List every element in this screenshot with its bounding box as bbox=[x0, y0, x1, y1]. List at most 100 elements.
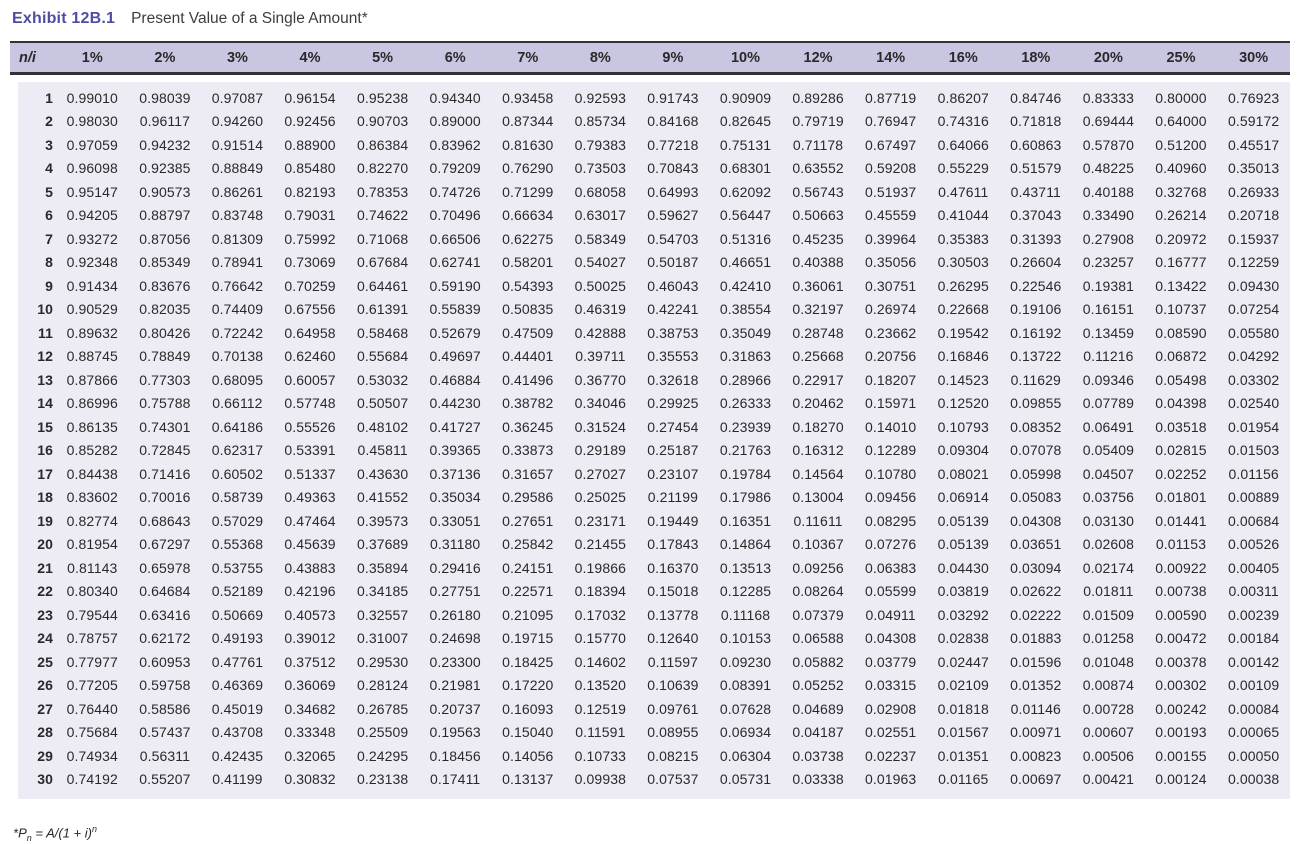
pv-value-cell: 0.81630 bbox=[502, 136, 554, 153]
pv-value-cell: 0.92385 bbox=[139, 160, 191, 177]
pv-value-cell: 0.13422 bbox=[1155, 277, 1207, 294]
rate-column-header: 16% bbox=[926, 41, 1000, 75]
pv-value-cell: 0.81309 bbox=[211, 230, 264, 247]
rate-column-header: 18% bbox=[999, 41, 1073, 75]
table-row: 6 0.94205 0.88797 0.83748 0.79031 0.74622 0.70… bbox=[10, 204, 1290, 228]
pv-value-cell: 0.00889 bbox=[1227, 489, 1280, 506]
table-row: 20 0.81954 0.67297 0.55368 0.45639 0.37689 0.3… bbox=[10, 533, 1290, 557]
pv-value-cell: 0.81954 bbox=[66, 536, 118, 553]
pv-value-cell: 0.01503 bbox=[1227, 442, 1280, 459]
pv-value-cell: 0.96154 bbox=[284, 89, 336, 106]
pv-value-cell: 0.08264 bbox=[792, 583, 844, 600]
pv-value-cell: 0.01156 bbox=[1228, 465, 1279, 482]
pv-value-cell: 0.85282 bbox=[66, 442, 118, 459]
table-row: 18 0.83602 0.70016 0.58739 0.49363 0.41552 0.3… bbox=[10, 486, 1290, 510]
rate-column-header: 1% bbox=[56, 41, 129, 75]
pv-value-cell: 0.37043 bbox=[1010, 207, 1062, 224]
pv-value-cell: 0.03292 bbox=[937, 606, 989, 623]
pv-value-cell: 0.79719 bbox=[792, 113, 844, 130]
pv-value-cell: 0.68095 bbox=[211, 371, 264, 388]
pv-value-cell: 0.34046 bbox=[574, 395, 626, 412]
pv-value-cell: 0.87719 bbox=[864, 89, 917, 106]
pv-value-cell: 0.47509 bbox=[502, 324, 554, 341]
table-row: 4 0.96098 0.92385 0.88849 0.85480 0.82270 0.79… bbox=[10, 157, 1290, 181]
pv-value-cell: 0.39964 bbox=[864, 230, 917, 247]
pv-value-cell: 0.21199 bbox=[647, 489, 699, 506]
pv-value-cell: 0.07078 bbox=[1010, 442, 1062, 459]
pv-value-cell: 0.76947 bbox=[864, 113, 917, 130]
pv-value-cell: 0.09304 bbox=[937, 442, 989, 459]
table-row: 26 0.77205 0.59758 0.46369 0.36069 0.28124 0.2… bbox=[10, 674, 1290, 698]
pv-value-cell: 0.09430 bbox=[1227, 277, 1280, 294]
pv-value-cell: 0.00124 bbox=[1155, 771, 1207, 788]
pv-value-cell: 0.89286 bbox=[792, 89, 844, 106]
pv-value-cell: 0.55207 bbox=[139, 771, 191, 788]
pv-value-cell: 0.00421 bbox=[1082, 771, 1135, 788]
pv-value-cell: 0.31007 bbox=[356, 630, 409, 647]
pv-value-cell: 0.94260 bbox=[211, 113, 264, 130]
pv-value-cell: 0.07789 bbox=[1082, 395, 1135, 412]
pv-value-cell: 0.57748 bbox=[284, 395, 336, 412]
pv-value-cell: 0.14523 bbox=[937, 371, 989, 388]
pv-value-cell: 0.83962 bbox=[429, 136, 481, 153]
pv-value-cell: 0.36061 bbox=[792, 277, 844, 294]
pv-value-cell: 0.43708 bbox=[211, 724, 264, 741]
pv-value-cell: 0.01258 bbox=[1082, 630, 1135, 647]
pv-value-cell: 0.97059 bbox=[66, 136, 118, 153]
pv-value-cell: 0.39012 bbox=[284, 630, 336, 647]
pv-value-cell: 0.41496 bbox=[502, 371, 554, 388]
pv-value-cell: 0.00038 bbox=[1227, 771, 1280, 788]
pv-value-cell: 0.56447 bbox=[719, 207, 772, 224]
pv-value-cell: 0.92593 bbox=[574, 89, 626, 106]
row-number-cell: 6 bbox=[45, 207, 53, 224]
pv-value-cell: 0.88797 bbox=[139, 207, 191, 224]
table-row: 30 0.74192 0.55207 0.41199 0.30832 0.23138 0.1… bbox=[10, 768, 1290, 792]
pv-value-cell: 0.29925 bbox=[647, 395, 699, 412]
pv-value-cell: 0.74622 bbox=[356, 207, 409, 224]
pv-value-cell: 0.98039 bbox=[139, 89, 191, 106]
pv-value-cell: 0.88849 bbox=[211, 160, 264, 177]
table-row: 3 0.97059 0.94232 0.91514 0.88900 0.86384 0.83… bbox=[10, 133, 1290, 157]
pv-value-cell: 0.42435 bbox=[211, 747, 264, 764]
pv-value-cell: 0.23257 bbox=[1082, 254, 1135, 271]
pv-value-cell: 0.51579 bbox=[1010, 160, 1062, 177]
pv-value-cell: 0.25842 bbox=[502, 536, 554, 553]
pv-value-cell: 0.04507 bbox=[1082, 465, 1135, 482]
pv-value-cell: 0.83676 bbox=[139, 277, 191, 294]
row-number-cell: 5 bbox=[45, 183, 53, 200]
pv-value-cell: 0.05139 bbox=[937, 536, 989, 553]
pv-value-cell: 0.80000 bbox=[1155, 89, 1207, 106]
pv-value-cell: 0.25187 bbox=[647, 442, 699, 459]
pv-value-cell: 0.52189 bbox=[211, 583, 264, 600]
pv-value-cell: 0.00193 bbox=[1155, 724, 1207, 741]
pv-value-cell: 0.83748 bbox=[211, 207, 264, 224]
pv-value-cell: 0.58468 bbox=[356, 324, 409, 341]
pv-value-cell: 0.06383 bbox=[864, 559, 917, 576]
pv-value-cell: 0.14864 bbox=[719, 536, 772, 553]
pv-value-cell: 0.90529 bbox=[66, 301, 118, 318]
pv-value-cell: 0.04308 bbox=[1010, 512, 1062, 529]
pv-value-cell: 0.87344 bbox=[502, 113, 554, 130]
pv-value-cell: 0.17843 bbox=[647, 536, 699, 553]
left-margin-sliver bbox=[10, 82, 18, 799]
pv-value-cell: 0.07537 bbox=[647, 771, 699, 788]
pv-value-cell: 0.10793 bbox=[937, 418, 989, 435]
pv-value-cell: 0.42241 bbox=[647, 301, 699, 318]
pv-value-cell: 0.02252 bbox=[1155, 465, 1207, 482]
pv-value-cell: 0.00472 bbox=[1155, 630, 1207, 647]
pv-value-cell: 0.01048 bbox=[1082, 653, 1135, 670]
pv-value-cell: 0.21455 bbox=[574, 536, 626, 553]
table-row: 5 0.95147 0.90573 0.86261 0.82193 0.78353 0.74… bbox=[10, 180, 1290, 204]
pv-value-cell: 0.12289 bbox=[864, 442, 917, 459]
pv-value-cell: 0.77205 bbox=[66, 677, 118, 694]
pv-value-cell: 0.56311 bbox=[139, 747, 190, 764]
pv-value-cell: 0.16312 bbox=[792, 442, 844, 459]
pv-value-cell: 0.38753 bbox=[647, 324, 699, 341]
pv-value-cell: 0.77977 bbox=[66, 653, 118, 670]
pv-value-cell: 0.13520 bbox=[574, 677, 626, 694]
pv-value-cell: 0.00109 bbox=[1227, 677, 1280, 694]
pv-value-cell: 0.33490 bbox=[1082, 207, 1135, 224]
pv-value-cell: 0.65978 bbox=[139, 559, 191, 576]
row-number-cell: 12 bbox=[37, 348, 53, 365]
pv-value-cell: 0.32197 bbox=[792, 301, 844, 318]
